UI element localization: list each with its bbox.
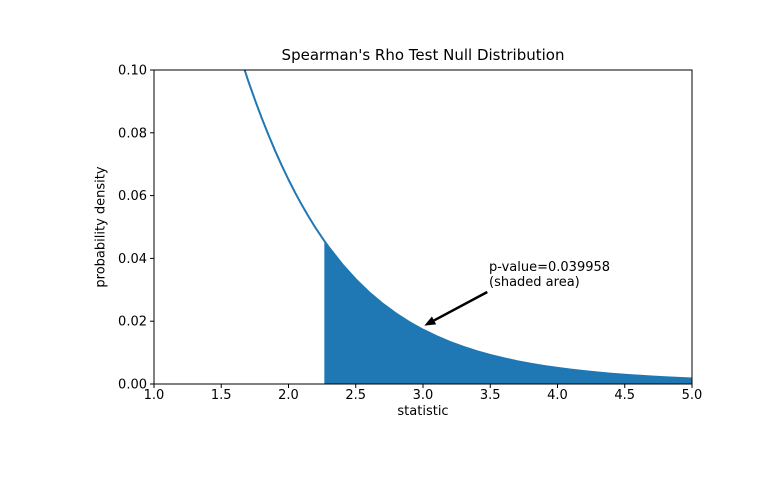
y-tick-label: 0.08 [118,126,147,141]
y-axis-label: probability density [93,166,109,288]
x-tick-label: 4.0 [547,388,568,403]
annotation-text: p-value=0.039958 (shaded area) [489,260,610,290]
y-tick-label: 0.04 [118,252,147,267]
x-tick-label: 2.0 [278,388,299,403]
shaded-area [324,240,692,384]
x-tick-label: 3.0 [413,388,434,403]
annotation-arrow-shaft [433,290,488,322]
x-tick-label: 2.5 [345,388,366,403]
x-tick-label: 1.0 [144,388,165,403]
x-tick-label: 4.5 [614,388,635,403]
annotation-line-1: p-value=0.039958 [489,260,611,275]
x-tick-label: 1.5 [211,388,232,403]
y-tick-label: 0.10 [118,64,147,79]
x-axis-label: statistic [397,404,449,419]
annotation-arrow-head [424,316,437,326]
y-tick-label: 0.00 [118,378,147,393]
y-tick-label: 0.02 [118,315,147,330]
annotation-line-2: (shaded area) [489,275,580,290]
x-tick-label: 3.5 [480,388,501,403]
density-curve [243,69,693,380]
chart-title: Spearman's Rho Test Null Distribution [281,46,565,64]
y-tick-label: 0.06 [118,189,147,204]
x-tick-label: 5.0 [682,388,703,403]
